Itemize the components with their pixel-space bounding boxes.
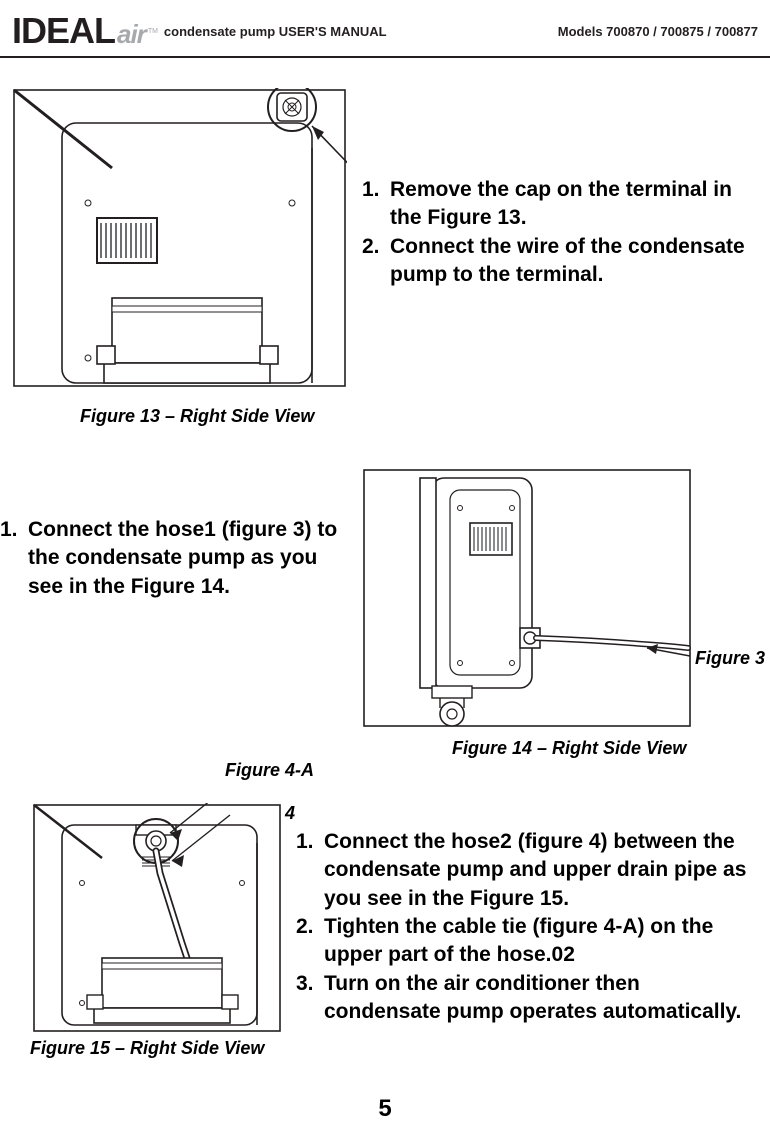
figure-13-caption: Figure 13 – Right Side View: [80, 406, 314, 427]
figure-14-diagram: [362, 468, 692, 728]
logo-tm: TM: [148, 28, 158, 35]
step-text: Connect the wire of the condensate pump …: [390, 233, 745, 290]
manual-title: condensate pump USER'S MANUAL: [164, 24, 387, 39]
section-2-steps: 1.Connect the hose1 (figure 3) to the co…: [0, 516, 355, 601]
figure-4a-label: Figure 4-A: [225, 760, 314, 781]
step-number: 3.: [296, 970, 324, 998]
step-item: 1.Connect the hose2 (figure 4) between t…: [296, 828, 770, 913]
step-number: 1.: [296, 828, 324, 856]
step-item: 1.Connect the hose1 (figure 3) to the co…: [0, 516, 355, 601]
figure-14-caption: Figure 14 – Right Side View: [452, 738, 686, 759]
section-1-steps: 1.Remove the cap on the terminal in the …: [362, 176, 757, 289]
page-header: IDEAL air TM condensate pump USER'S MANU…: [0, 0, 770, 58]
step-text: Remove the cap on the terminal in the Fi…: [390, 176, 745, 233]
step-text: Turn on the air conditioner then condens…: [324, 970, 759, 1027]
step-text: Connect the hose2 (figure 4) between the…: [324, 828, 759, 913]
step-item: 1.Remove the cap on the terminal in the …: [362, 176, 757, 233]
figure-15-diagram: [32, 803, 282, 1033]
step-item: 2.Connect the wire of the condensate pum…: [362, 233, 757, 290]
figure-15-caption: Figure 15 – Right Side View: [30, 1038, 264, 1059]
step-text: Tighten the cable tie (figure 4-A) on th…: [324, 913, 759, 970]
step-item: 2.Tighten the cable tie (figure 4-A) on …: [296, 913, 770, 970]
step-number: 1.: [0, 516, 28, 544]
step-number: 2.: [296, 913, 324, 941]
logo-sub-text: air: [117, 19, 146, 50]
section-3-steps: 1.Connect the hose2 (figure 4) between t…: [296, 828, 770, 1026]
logo-main-text: IDEAL: [12, 10, 115, 52]
page-number: 5: [0, 1095, 770, 1123]
step-number: 1.: [362, 176, 390, 204]
brand-logo: IDEAL air TM: [12, 10, 158, 52]
step-text: Connect the hose1 (figure 3) to the cond…: [28, 516, 338, 601]
figure-13-diagram: [12, 88, 347, 388]
step-number: 2.: [362, 233, 390, 261]
model-numbers: Models 700870 / 700875 / 700877: [558, 24, 758, 39]
figure-3-label: Figure 3: [695, 648, 765, 669]
step-item: 3.Turn on the air conditioner then conde…: [296, 970, 770, 1027]
